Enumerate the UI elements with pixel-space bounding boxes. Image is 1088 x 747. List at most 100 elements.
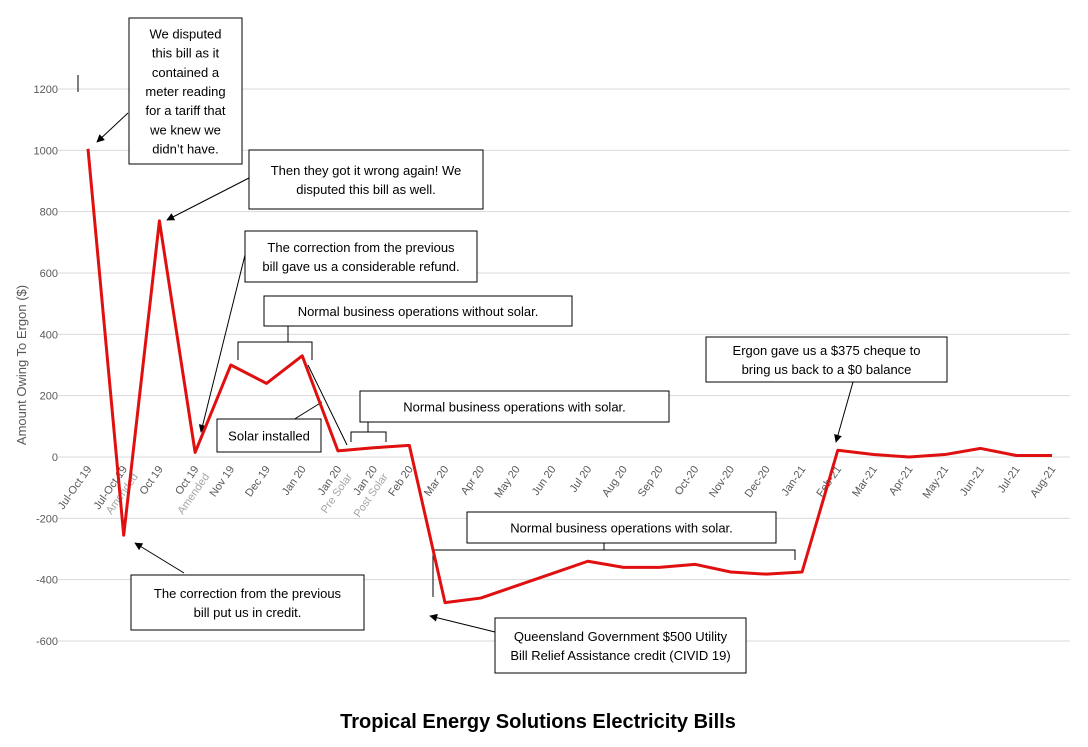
annotation-text: contained a — [152, 65, 220, 80]
x-tick-label: Jan 20Post Solar — [341, 464, 391, 520]
connectors — [96, 112, 854, 633]
annotation-text: disputed this bill as well. — [296, 182, 435, 197]
y-tick-label: 600 — [40, 268, 58, 280]
x-tick-label: May 20 — [492, 464, 523, 500]
annotation-box — [244, 230, 478, 283]
x-tick-label: Sep 20 — [636, 464, 666, 499]
x-tick-label-line: Aug 20 — [600, 464, 630, 499]
x-tick-label: Jun 20 — [530, 464, 559, 498]
arrow — [96, 112, 129, 143]
bracket — [432, 543, 796, 597]
series-line — [86, 148, 1052, 605]
annotation-text: didn’t have. — [152, 142, 219, 157]
annotation-box — [494, 617, 747, 674]
x-tick-label-line: Nov-20 — [707, 464, 737, 500]
x-tick-label-line: Apr-21 — [887, 464, 916, 498]
annotation-box — [705, 336, 948, 383]
x-tick-label: Apr-21 — [887, 464, 916, 498]
x-tick-label-line: Oct 19 — [137, 464, 165, 497]
annotation-box — [128, 17, 243, 165]
x-tick-label-line: Mar-21 — [850, 464, 880, 499]
annotation-box — [359, 390, 670, 423]
x-tick-label-line: Mar 20 — [422, 464, 451, 499]
x-tick-label-line: Sep 20 — [636, 464, 666, 499]
annotation-text: this bill as it — [152, 46, 220, 61]
annotation-text: The correction from the previous — [267, 240, 455, 255]
x-tick-label: Jul 20 — [568, 464, 595, 495]
x-tick-label: Aug 20 — [600, 464, 630, 499]
arrow — [198, 254, 246, 433]
x-tick-label: Nov-20 — [707, 464, 737, 500]
y-tick-label: 1200 — [34, 84, 58, 96]
x-tick-label-line: May-21 — [920, 464, 951, 501]
x-tick-label-line: Nov 19 — [207, 464, 237, 499]
arrow — [134, 542, 185, 574]
x-tick-label: Oct 19Amended — [165, 464, 212, 517]
x-tick-label: Jan 20 — [280, 464, 309, 498]
x-tick-label: Jul-21 — [996, 464, 1023, 495]
y-tick-label: 1000 — [34, 145, 58, 157]
x-tick-label: Feb 20 — [386, 464, 415, 499]
x-tick-label: Jan-21 — [779, 464, 808, 498]
x-tick-label: Jan 20Pre Solar — [308, 464, 355, 516]
x-tick-label-line: Jun-21 — [958, 464, 987, 498]
annotation-text: Queensland Government $500 Utility — [514, 629, 728, 644]
x-tick-label: Aug-21 — [1028, 464, 1058, 500]
annotation-text: bill gave us a considerable refund. — [262, 259, 459, 274]
x-tick-label-line: Jul 20 — [568, 464, 595, 495]
y-tick-label: 0 — [52, 452, 58, 464]
y-tick-label: 400 — [40, 329, 58, 341]
x-tick-label-line: Feb 20 — [386, 464, 415, 499]
annotation-text: Normal business operations with solar. — [510, 521, 733, 536]
y-tick-label: -600 — [36, 636, 58, 648]
x-tick-label: Jun-21 — [958, 464, 987, 498]
x-tick-label: Oct-20 — [673, 464, 702, 498]
x-tick-label-line: Jul-Oct 19 — [56, 464, 95, 512]
annotation-box — [216, 418, 322, 453]
x-tick-label: Oct 19 — [137, 464, 165, 497]
annotation-text: Normal business operations without solar… — [298, 304, 539, 319]
annotation-text: bring us back to a $0 balance — [742, 362, 912, 377]
annotation-text: The correction from the previous — [154, 586, 342, 601]
annotation-text: we knew we — [149, 122, 221, 137]
annotation-text: Normal business operations with solar. — [403, 400, 626, 415]
x-tick-label-line: Dec-20 — [743, 464, 773, 500]
x-tick-label: Jul-Oct 19 — [56, 464, 95, 512]
annotation-text: Bill Relief Assistance credit (CIVID 19) — [510, 648, 730, 663]
arrow — [834, 381, 854, 443]
arrow — [166, 177, 250, 221]
annotation-box — [263, 295, 573, 327]
annotation-text: bill put us in credit. — [194, 605, 302, 620]
x-tick-label-line: Jan 20 — [280, 464, 309, 498]
bracket — [350, 422, 387, 442]
x-tick-label-line: Dec 19 — [243, 464, 273, 499]
annotation-text: meter reading — [145, 84, 225, 99]
x-tick-label-line: Jun 20 — [530, 464, 559, 498]
x-tick-label: Dec 19 — [243, 464, 273, 499]
y-tick-label: 800 — [40, 207, 58, 219]
x-tick-label: Mar-21 — [850, 464, 880, 499]
arrow — [429, 613, 496, 633]
x-tick-label: Nov 19 — [207, 464, 237, 499]
bracket — [237, 326, 313, 360]
x-tick-label: Apr 20 — [459, 464, 487, 497]
x-tick-label-line: May 20 — [492, 464, 523, 500]
annotation-box — [130, 574, 365, 631]
x-tick-label-line: Apr 20 — [459, 464, 487, 497]
connector — [292, 364, 348, 446]
y-tick-label: -400 — [36, 575, 58, 587]
annotation-text: Solar installed — [228, 429, 310, 444]
annotation-box — [248, 149, 484, 210]
annotation-text: for a tariff that — [146, 103, 226, 118]
chart-title: Tropical Energy Solutions Electricity Bi… — [340, 711, 736, 733]
y-axis-label: Amount Owing To Ergon ($) — [14, 285, 29, 445]
x-tick-label-line: Oct-20 — [673, 464, 702, 498]
x-tick-label: May-21 — [920, 464, 951, 501]
x-tick-label-line: Aug-21 — [1028, 464, 1058, 500]
annotation-box — [466, 511, 777, 544]
x-tick-label-line: Jul-21 — [996, 464, 1023, 495]
x-tick-label: Jul-Oct 19Amended — [92, 464, 141, 519]
annotation-text: Ergon gave us a $375 cheque to — [733, 343, 921, 358]
x-tick-label-line: Jan-21 — [779, 464, 808, 498]
